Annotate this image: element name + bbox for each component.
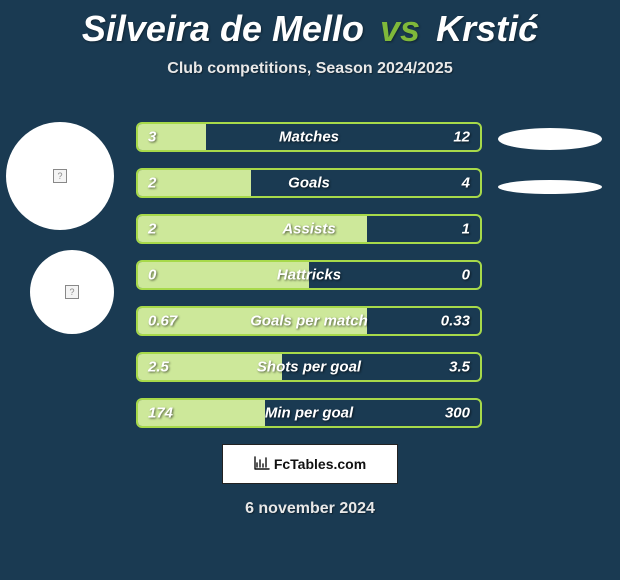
stat-bar-fill: [138, 262, 309, 288]
stat-value-left: 3: [148, 129, 156, 146]
stat-value-right: 0.33: [441, 313, 470, 330]
stat-value-left: 2: [148, 221, 156, 238]
stat-bar-fill: [138, 216, 367, 242]
stat-row: 2Assists1: [136, 214, 482, 244]
image-placeholder-icon: ?: [65, 285, 79, 299]
player2-avatar: [498, 128, 602, 150]
stat-row: 0Hattricks0: [136, 260, 482, 290]
left-avatar-group: ? ?: [6, 122, 114, 334]
comparison-title: Silveira de Mello vs Krstić: [0, 0, 620, 50]
stat-value-left: 174: [148, 405, 173, 422]
player1-avatar: ?: [6, 122, 114, 230]
chart-icon: [254, 456, 270, 473]
stat-value-right: 1: [462, 221, 470, 238]
stat-row: 3Matches12: [136, 122, 482, 152]
watermark-text: FcTables.com: [274, 456, 366, 472]
player2-club-badge: [498, 180, 602, 194]
stats-bars: 3Matches12 2Goals4 2Assists1 0Hattricks0 0.6…: [136, 122, 482, 444]
stat-row: 0.67Goals per match0.33: [136, 306, 482, 336]
subtitle: Club competitions, Season 2024/2025: [0, 60, 620, 78]
image-placeholder-icon: ?: [53, 169, 67, 183]
stat-value-left: 2.5: [148, 359, 169, 376]
player1-name: Silveira de Mello: [82, 8, 364, 49]
vs-label: vs: [380, 8, 420, 49]
stat-value-right: 12: [453, 129, 470, 146]
stat-row: 2Goals4: [136, 168, 482, 198]
stat-value-left: 2: [148, 175, 156, 192]
stat-value-right: 4: [462, 175, 470, 192]
stat-value-right: 0: [462, 267, 470, 284]
stat-row: 174Min per goal300: [136, 398, 482, 428]
watermark-box: FcTables.com: [222, 444, 398, 484]
stat-row: 2.5Shots per goal3.5: [136, 352, 482, 382]
stat-value-left: 0: [148, 267, 156, 284]
player2-name: Krstić: [436, 8, 538, 49]
right-avatar-group: [498, 128, 602, 194]
date-label: 6 november 2024: [0, 500, 620, 518]
stat-value-right: 300: [445, 405, 470, 422]
player1-club-badge: ?: [30, 250, 114, 334]
stat-value-right: 3.5: [449, 359, 470, 376]
stat-value-left: 0.67: [148, 313, 177, 330]
